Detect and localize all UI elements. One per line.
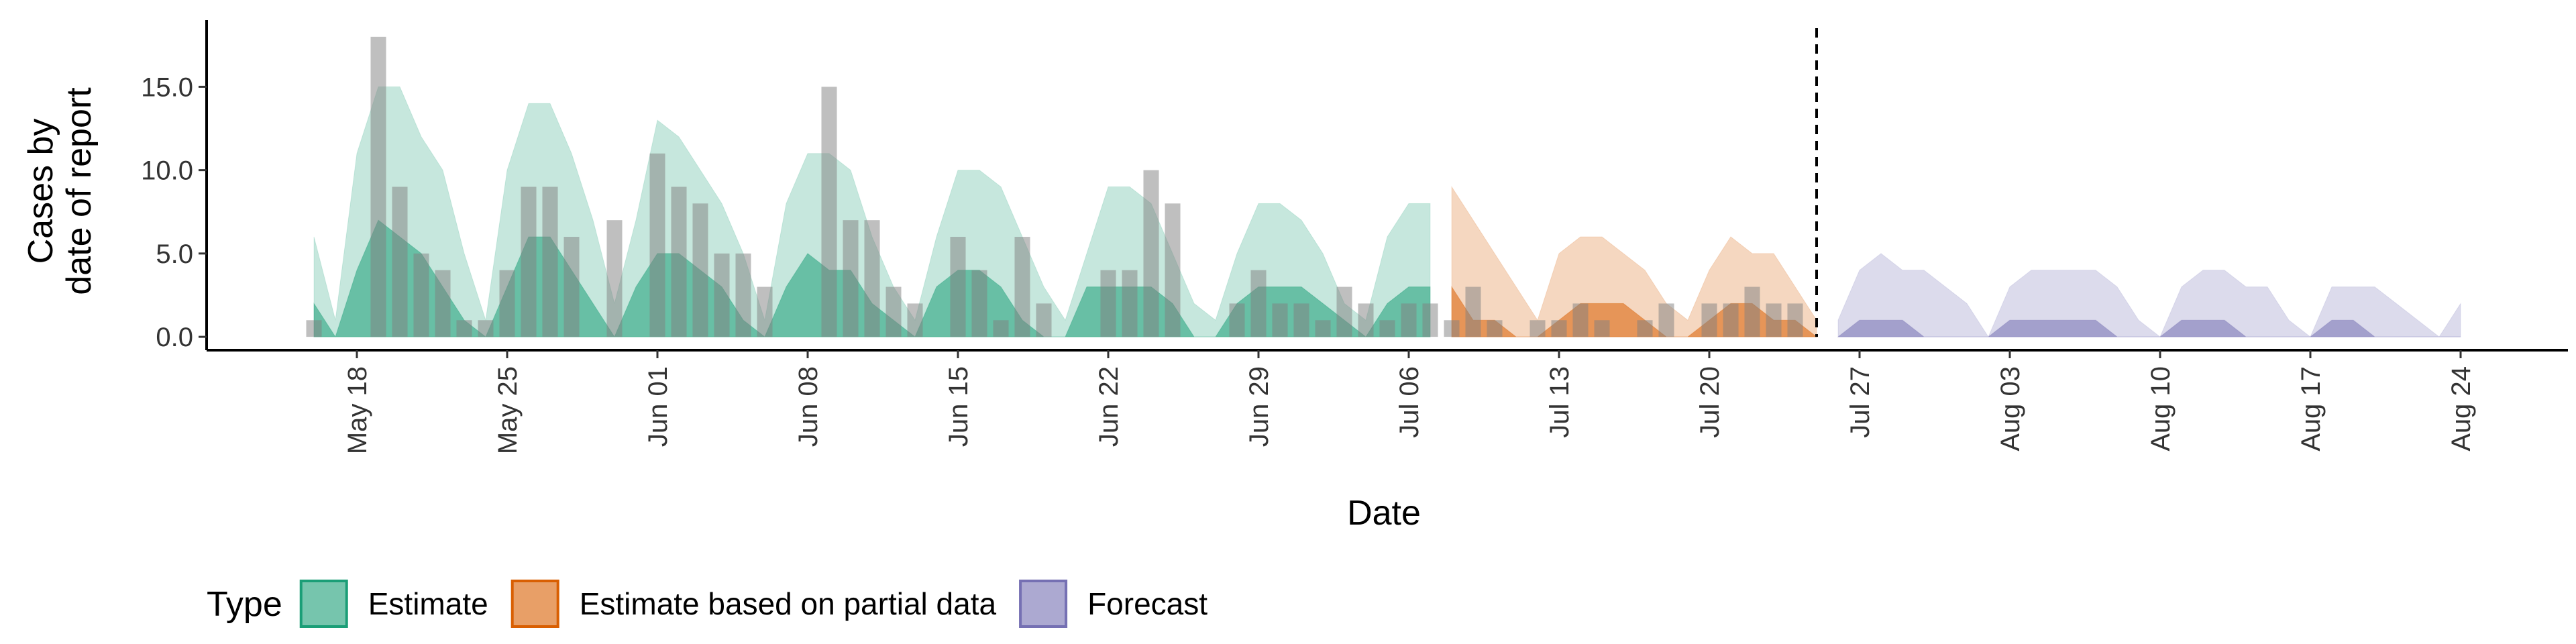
legend-key [299, 580, 348, 628]
bar [564, 237, 580, 337]
bar [1787, 303, 1803, 337]
bar [1293, 303, 1309, 337]
bar [1272, 303, 1288, 337]
bar [1250, 270, 1267, 337]
x-tick-label: Jul 13 [1545, 366, 1574, 438]
x-tick-label: Aug 24 [2447, 366, 2476, 451]
legend-label: Estimate [368, 586, 488, 621]
x-tick-label: Aug 10 [2146, 366, 2176, 451]
x-tick-label: May 18 [343, 366, 372, 454]
plot-area [306, 36, 2461, 338]
bar [1594, 320, 1610, 337]
x-tick-label: Aug 03 [1996, 366, 2025, 451]
bar [1444, 320, 1460, 337]
x-tick-label: Jun 29 [1244, 366, 1274, 447]
x-tick-label: Jun 15 [944, 366, 973, 447]
bar [1487, 320, 1503, 337]
ribbon [1837, 253, 2461, 338]
bar [971, 270, 987, 337]
bar [821, 87, 837, 337]
bar [435, 270, 451, 337]
bar [649, 153, 665, 337]
bar [1229, 303, 1245, 337]
y-tick-label: 10.0 [141, 156, 193, 186]
bar [1036, 303, 1052, 337]
bar [606, 220, 623, 337]
legend-title: Type [207, 585, 282, 624]
bar [1014, 237, 1030, 337]
bar [1723, 303, 1739, 337]
bar [1358, 303, 1374, 337]
bar [735, 253, 751, 337]
bar [993, 320, 1009, 337]
legend-label: Forecast [1087, 586, 1208, 621]
bar [1465, 286, 1481, 337]
x-tick-label: Jun 22 [1094, 366, 1124, 447]
bar [521, 186, 537, 337]
bar [1744, 286, 1760, 337]
bar [1658, 303, 1674, 337]
bar [950, 237, 966, 337]
bar [671, 186, 687, 337]
bar [1315, 320, 1331, 337]
ribbon [1837, 319, 2461, 337]
y-axis-title: date of report [60, 87, 99, 295]
y-tick-label: 0.0 [156, 323, 193, 352]
bar [1401, 303, 1417, 337]
legend-label: Estimate based on partial data [580, 586, 997, 621]
bar [1422, 303, 1438, 337]
bar [1336, 286, 1352, 337]
bar [478, 320, 494, 337]
bar [370, 36, 386, 337]
bar [692, 203, 708, 337]
bar [907, 303, 923, 337]
bar [499, 270, 515, 337]
bar [1529, 320, 1546, 337]
legend-key [511, 580, 559, 628]
x-tick-label: Jul 20 [1695, 366, 1725, 438]
bar [456, 320, 472, 337]
bar [1701, 303, 1717, 337]
y-tick-label: 5.0 [156, 239, 193, 269]
bar [1379, 320, 1395, 337]
x-tick-label: May 25 [493, 366, 523, 454]
bar [1572, 303, 1589, 337]
x-tick-label: Aug 17 [2296, 366, 2326, 451]
bar [757, 286, 773, 337]
bar [306, 320, 322, 337]
y-tick-label: 15.0 [141, 72, 193, 102]
x-tick-label: Jun 01 [643, 366, 673, 447]
bar [1766, 303, 1782, 337]
x-tick-label: Jun 08 [794, 366, 823, 447]
y-axis-title: Cases by [21, 119, 60, 264]
bar [1551, 320, 1567, 337]
bar [392, 186, 408, 337]
bar [1165, 203, 1181, 337]
bar [1143, 170, 1159, 337]
x-axis-title: Date [1347, 494, 1421, 533]
ribbon [1451, 185, 1817, 337]
legend-key [1019, 580, 1068, 628]
bar [1637, 320, 1653, 337]
x-tick-label: Jul 06 [1395, 366, 1424, 438]
bar [542, 186, 558, 337]
bar [1122, 270, 1138, 337]
bar [885, 286, 902, 337]
bar [413, 253, 429, 337]
bar [1100, 270, 1116, 337]
x-tick-label: Jul 27 [1845, 366, 1875, 438]
bar [843, 220, 859, 337]
bar [714, 253, 730, 337]
bar [864, 220, 880, 337]
